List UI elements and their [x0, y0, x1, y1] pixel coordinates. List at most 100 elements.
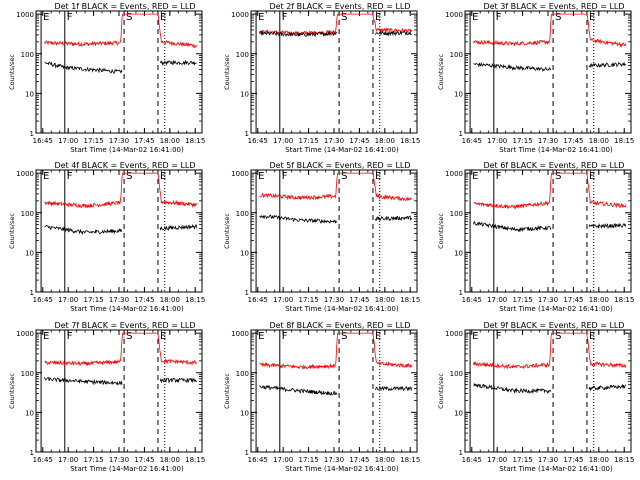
- x-tick-label: 17:15: [298, 296, 318, 304]
- x-tick-label: 18:15: [400, 296, 420, 304]
- x-tick-label: 16:45: [33, 296, 53, 304]
- series-lld-line: [259, 172, 412, 202]
- panel-title: Det 1f BLACK = Events, RED = LLD: [54, 2, 195, 11]
- series-events-line: [473, 221, 627, 233]
- marker-label-s: S: [341, 12, 347, 23]
- x-tick-label: 17:30: [538, 137, 558, 145]
- y-tick-label: 1: [245, 289, 249, 297]
- x-tick-label: 17:45: [349, 456, 369, 464]
- y-tick-label: 1000: [445, 330, 463, 338]
- y-tick-label: 10: [25, 90, 34, 98]
- series-lld-line: [473, 332, 627, 370]
- panel-title: Det 9f BLACK = Events, RED = LLD: [483, 321, 624, 330]
- panel-9: Det 9f BLACK = Events, RED = LLD 1 10 100 10…: [437, 321, 634, 473]
- x-axis-label: Start Time (14-Mar-02 16:41:00): [70, 146, 184, 154]
- y-tick-label: 10: [25, 409, 34, 417]
- x-tick-label: 17:15: [298, 456, 318, 464]
- y-tick-label: 1: [245, 130, 249, 138]
- panel-3: Det 3f BLACK = Events, RED = LLD 1 10 100 10…: [437, 2, 634, 154]
- y-axis-label: Counts/sec: [8, 213, 16, 249]
- x-tick-label: 16:45: [462, 456, 482, 464]
- marker-label-s: S: [341, 331, 347, 342]
- x-tick-label: 18:00: [375, 137, 395, 145]
- panel-2: Det 2f BLACK = Events, RED = LLD 1 10 100 10…: [223, 2, 420, 154]
- x-axis-label: Start Time (14-Mar-02 16:41:00): [285, 305, 399, 313]
- y-tick-label: 100: [21, 210, 34, 218]
- x-tick-label: 17:00: [273, 456, 293, 464]
- x-tick-label: 17:30: [538, 456, 558, 464]
- x-tick-label: 17:45: [563, 456, 583, 464]
- x-tick-label: 18:00: [160, 137, 180, 145]
- marker-label-s: S: [126, 331, 132, 342]
- x-tick-label: 17:00: [487, 137, 507, 145]
- x-tick-label: 17:00: [58, 296, 78, 304]
- x-tick-label: 17:45: [349, 137, 369, 145]
- y-axis-label: Counts/sec: [437, 373, 445, 409]
- x-axis-label: Start Time (14-Mar-02 16:41:00): [499, 465, 613, 473]
- x-tick-label: 18:15: [400, 456, 420, 464]
- y-tick-label: 1: [30, 449, 34, 457]
- series-events-line: [473, 61, 627, 72]
- x-tick-label: 17:00: [273, 296, 293, 304]
- y-tick-label: 10: [240, 409, 249, 417]
- marker-label-s: S: [341, 171, 347, 182]
- plot-frame: [464, 169, 632, 293]
- x-tick-label: 17:30: [538, 296, 558, 304]
- panel-title: Det 3f BLACK = Events, RED = LLD: [483, 2, 624, 11]
- marker-label-e: E: [258, 12, 264, 23]
- x-axis-label: Start Time (14-Mar-02 16:41:00): [70, 465, 184, 473]
- marker-label-e: E: [472, 12, 478, 23]
- marker-label-e: E: [160, 12, 166, 23]
- y-tick-label: 100: [450, 370, 463, 378]
- x-tick-label: 17:00: [273, 137, 293, 145]
- x-tick-label: 16:45: [33, 456, 53, 464]
- marker-label-s: S: [555, 331, 561, 342]
- plot-frame: [35, 10, 203, 134]
- panel-5: Det 5f BLACK = Events, RED = LLD 1 10 100 10…: [223, 161, 420, 313]
- marker-label-f: F: [67, 12, 73, 23]
- x-axis-label: Start Time (14-Mar-02 16:41:00): [285, 465, 399, 473]
- y-tick-label: 1000: [231, 330, 249, 338]
- x-axis-label: Start Time (14-Mar-02 16:41:00): [499, 305, 613, 313]
- series-lld-line: [473, 172, 627, 210]
- series-lld-line: [473, 13, 627, 48]
- marker-label-e: E: [43, 171, 49, 182]
- x-tick-label: 17:45: [563, 137, 583, 145]
- x-tick-label: 17:45: [349, 296, 369, 304]
- y-tick-label: 10: [454, 409, 463, 417]
- y-tick-label: 1000: [231, 11, 249, 19]
- y-tick-label: 100: [21, 370, 34, 378]
- x-tick-label: 18:15: [185, 296, 205, 304]
- series-lld-line: [44, 13, 198, 49]
- x-tick-label: 17:15: [512, 296, 532, 304]
- x-axis-label: Start Time (14-Mar-02 16:41:00): [499, 146, 613, 154]
- y-axis-label: Counts/sec: [8, 373, 16, 409]
- x-tick-label: 18:00: [160, 456, 180, 464]
- y-tick-label: 100: [21, 51, 34, 59]
- y-tick-label: 1000: [445, 170, 463, 178]
- y-tick-label: 1000: [16, 170, 34, 178]
- marker-label-s: S: [126, 12, 132, 23]
- x-tick-label: 18:15: [614, 137, 634, 145]
- x-tick-label: 17:30: [324, 137, 344, 145]
- x-tick-label: 17:45: [134, 296, 154, 304]
- x-tick-label: 17:00: [487, 296, 507, 304]
- y-tick-label: 10: [454, 249, 463, 257]
- marker-label-e: E: [375, 171, 381, 182]
- series-events-line: [259, 214, 413, 224]
- marker-label-s: S: [555, 12, 561, 23]
- y-tick-label: 10: [240, 90, 249, 98]
- marker-label-e: E: [258, 331, 264, 342]
- x-axis-label: Start Time (14-Mar-02 16:41:00): [70, 305, 184, 313]
- x-tick-label: 17:30: [109, 137, 129, 145]
- x-tick-label: 16:45: [248, 137, 268, 145]
- marker-label-e: E: [375, 12, 381, 23]
- series-events-line: [259, 30, 412, 38]
- marker-label-f: F: [67, 171, 73, 182]
- marker-label-f: F: [496, 171, 502, 182]
- y-axis-label: Counts/sec: [8, 54, 16, 90]
- x-tick-label: 18:15: [614, 296, 634, 304]
- marker-label-e: E: [43, 331, 49, 342]
- x-tick-label: 18:00: [375, 296, 395, 304]
